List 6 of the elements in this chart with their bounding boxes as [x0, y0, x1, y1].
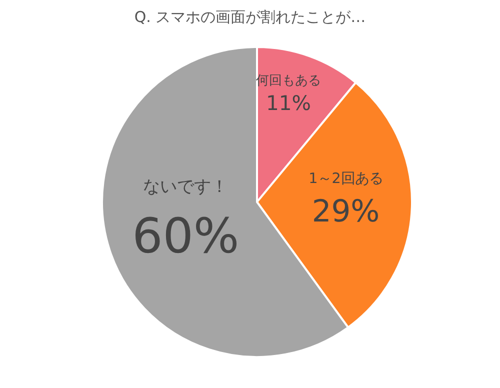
- data-label: 60%: [132, 208, 240, 264]
- data-label: 11%: [266, 90, 312, 115]
- chart-title: Q. スマホの画面が割れたことが…: [134, 8, 366, 26]
- slice-label: 1～2回ある: [308, 171, 383, 188]
- data-label: 29%: [312, 194, 380, 230]
- slice-label: ないです！: [143, 176, 228, 196]
